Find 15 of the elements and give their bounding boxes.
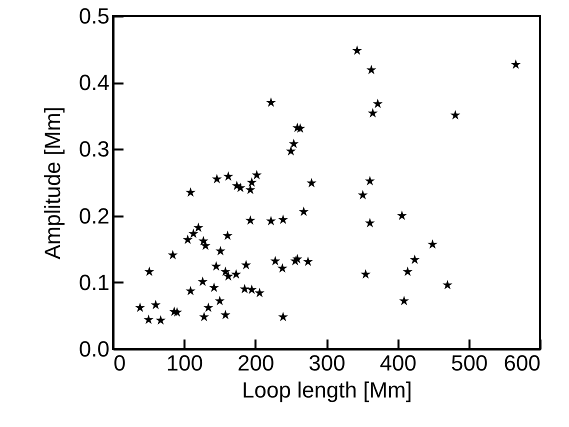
- x-tick-label: 100: [166, 350, 204, 376]
- y-tick-label: 0.0: [78, 336, 110, 362]
- x-tick-label: 600: [504, 350, 540, 376]
- x-tick-label: 500: [450, 350, 488, 376]
- x-tick-label: 200: [237, 350, 274, 376]
- y-axis-title: Amplitude [Mm]: [40, 106, 65, 260]
- y-tick-label: 0.3: [78, 136, 110, 162]
- y-tick-label: 0.2: [78, 203, 110, 228]
- y-tick-label: 0.1: [78, 270, 110, 295]
- x-tick-label: 300: [308, 350, 346, 376]
- y-tick-label: 0.4: [78, 70, 110, 96]
- y-tick-label: 0.5: [78, 4, 110, 28]
- x-tick-label: 0: [114, 350, 126, 376]
- x-tick-label: 400: [380, 350, 417, 376]
- x-axis-title: Loop length [Mm]: [242, 378, 412, 402]
